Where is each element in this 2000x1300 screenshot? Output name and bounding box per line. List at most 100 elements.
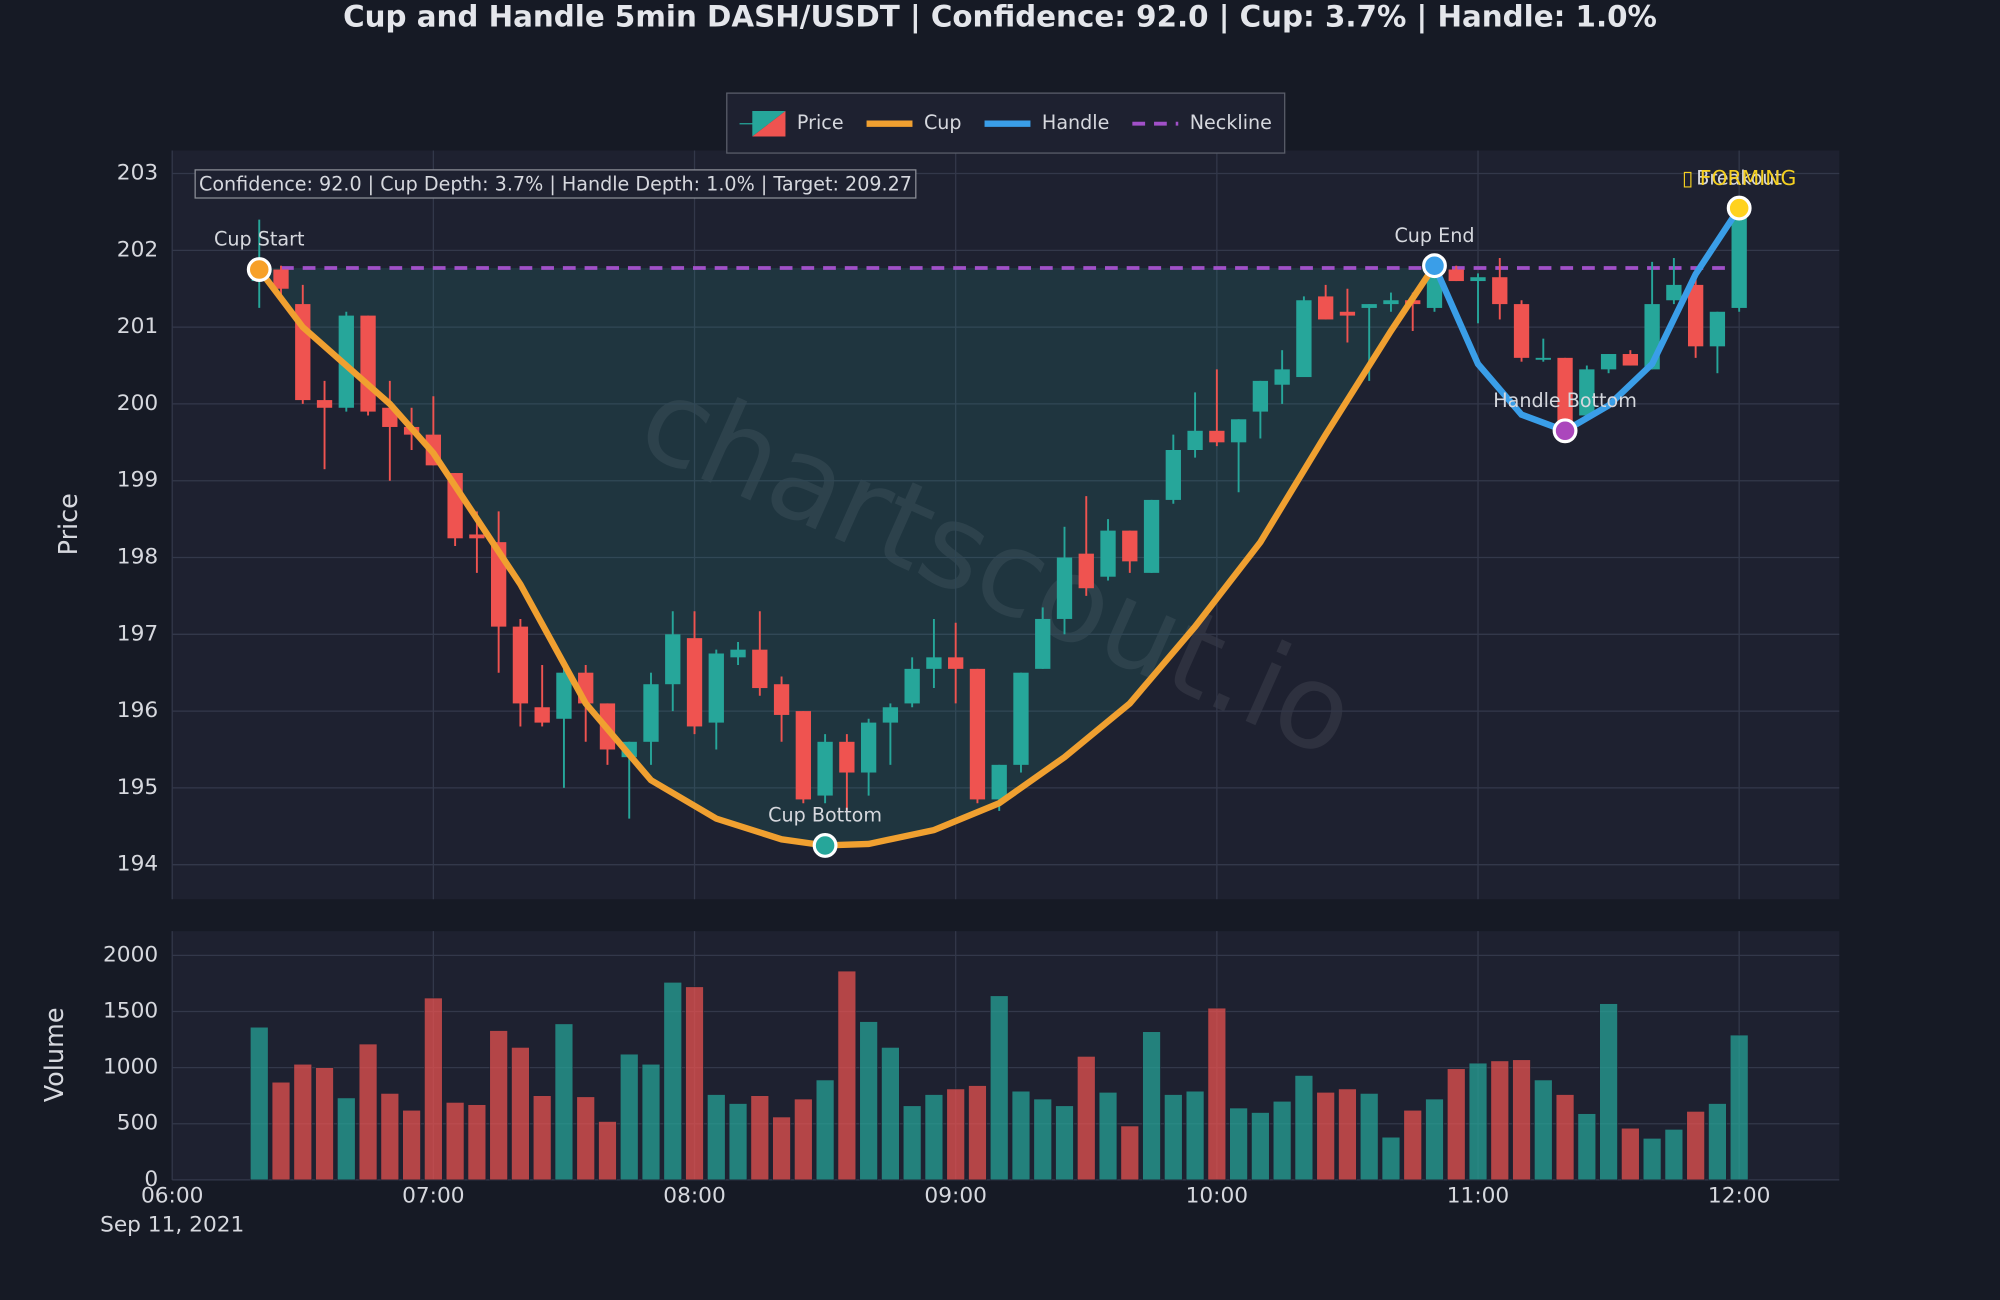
pattern-point bbox=[1726, 195, 1752, 221]
candle-body bbox=[1557, 357, 1573, 427]
point-label: Handle Bottom bbox=[1493, 389, 1637, 412]
y-tick-label: 195 bbox=[117, 775, 158, 800]
volume-bar bbox=[946, 1088, 965, 1181]
volume-bar bbox=[1664, 1129, 1684, 1181]
volume-bar bbox=[859, 1021, 878, 1181]
candle-body bbox=[1579, 369, 1595, 416]
volume-bar bbox=[598, 1121, 617, 1181]
candle-body bbox=[1078, 553, 1094, 589]
candle-body bbox=[991, 764, 1007, 800]
y-tick-label: 202 bbox=[117, 237, 158, 262]
pattern-point bbox=[1552, 418, 1578, 444]
cup-fill bbox=[259, 265, 1435, 846]
candle-body bbox=[1100, 530, 1116, 577]
volume-bar bbox=[1338, 1088, 1357, 1181]
volume-bar bbox=[271, 1081, 291, 1181]
candle-body bbox=[1035, 618, 1051, 669]
volume-bar bbox=[1708, 1103, 1727, 1181]
volume-bar bbox=[663, 981, 683, 1181]
y-tick-label: 196 bbox=[117, 698, 158, 723]
volume-bar bbox=[293, 1063, 313, 1181]
candle-body bbox=[904, 668, 920, 704]
volume-bar bbox=[1534, 1079, 1553, 1181]
candle-body bbox=[1209, 430, 1225, 443]
candle-body bbox=[1056, 557, 1073, 619]
annotation: Confidence: 92.0 | Cup Depth: 3.7% | Han… bbox=[199, 172, 912, 195]
candle-body bbox=[1230, 419, 1247, 443]
volume-bar bbox=[1686, 1111, 1705, 1181]
volume-bar bbox=[1164, 1094, 1183, 1181]
volume-bar bbox=[402, 1109, 421, 1181]
status-label: ▯ FORMING bbox=[1682, 166, 1796, 190]
volume-bar bbox=[424, 997, 443, 1181]
candle-body bbox=[1013, 672, 1029, 765]
handle-line bbox=[1431, 204, 1743, 435]
candle-body bbox=[708, 653, 724, 723]
volume-tick-label: 1000 bbox=[103, 1055, 158, 1080]
y-tick-label: 200 bbox=[117, 391, 158, 416]
volume-bar bbox=[902, 1105, 922, 1181]
candle-body bbox=[1470, 277, 1486, 282]
volume-bar bbox=[1272, 1100, 1292, 1181]
volume-bar bbox=[1316, 1091, 1335, 1181]
candle-body bbox=[1731, 208, 1747, 308]
volume-axis-label: Volume bbox=[40, 1007, 70, 1102]
volume-bar bbox=[1468, 1062, 1488, 1181]
x-tick-label: 11:00 bbox=[1447, 1183, 1509, 1208]
candle-body bbox=[686, 638, 703, 727]
candle-body bbox=[1143, 499, 1160, 573]
volume-bar bbox=[1185, 1090, 1205, 1181]
volume-bar bbox=[1098, 1091, 1118, 1181]
candle-body bbox=[752, 649, 768, 689]
candle-body bbox=[643, 684, 659, 742]
volume-bar bbox=[1251, 1112, 1270, 1181]
candle-body bbox=[795, 711, 811, 800]
volume-bar bbox=[1425, 1098, 1444, 1181]
volume-bar bbox=[1055, 1105, 1074, 1181]
volume-bar bbox=[1207, 1007, 1227, 1181]
x-tick-label: 10:00 bbox=[1186, 1183, 1248, 1208]
legend-label: Price bbox=[797, 111, 844, 134]
point-label: Cup End bbox=[1394, 224, 1474, 247]
volume-bar bbox=[467, 1104, 487, 1181]
volume-bar bbox=[641, 1063, 661, 1181]
point-label: Breakout bbox=[1696, 166, 1782, 189]
volume-bar bbox=[445, 1102, 465, 1181]
plot-layer: 194 195 196 197 198 199 200 201 202 203 0 500 1000 15… bbox=[103, 92, 1840, 1208]
volume-bar bbox=[989, 995, 1009, 1181]
volume-bar bbox=[1621, 1127, 1640, 1181]
y-tick-label: 201 bbox=[117, 314, 158, 339]
candle-body bbox=[360, 315, 376, 412]
y-tick-label: 198 bbox=[117, 545, 158, 570]
candle-body bbox=[926, 657, 942, 669]
candle-body bbox=[534, 707, 550, 723]
volume-bar bbox=[1120, 1125, 1140, 1181]
volume-bar bbox=[380, 1093, 400, 1181]
volume-bar bbox=[532, 1095, 552, 1181]
volume-bar bbox=[1359, 1093, 1379, 1181]
volume-bar bbox=[837, 970, 857, 1181]
candle-body bbox=[1274, 369, 1290, 385]
point-label: Cup Bottom bbox=[768, 804, 882, 827]
candle-body bbox=[1165, 449, 1181, 500]
volume-bar bbox=[1446, 1068, 1466, 1181]
volume-bar bbox=[728, 1103, 748, 1181]
candle-body bbox=[1492, 277, 1508, 305]
volume-bar bbox=[511, 1047, 530, 1181]
candle-body bbox=[512, 626, 529, 704]
candle-body bbox=[1122, 530, 1138, 562]
volume-bar bbox=[1555, 1094, 1575, 1181]
volume-bar bbox=[1577, 1113, 1597, 1181]
pattern-point bbox=[246, 257, 272, 282]
volume-bar bbox=[1403, 1109, 1422, 1181]
volume-tick-label: 500 bbox=[117, 1111, 158, 1136]
candle-body bbox=[860, 722, 877, 773]
candle-body bbox=[1361, 304, 1377, 308]
x-tick-label: 07:00 bbox=[402, 1183, 464, 1208]
candle-body bbox=[730, 649, 746, 658]
y-tick-label: 194 bbox=[117, 852, 158, 877]
volume-bar bbox=[1512, 1059, 1531, 1181]
candle-body bbox=[469, 534, 485, 539]
candle-body bbox=[1448, 269, 1464, 282]
